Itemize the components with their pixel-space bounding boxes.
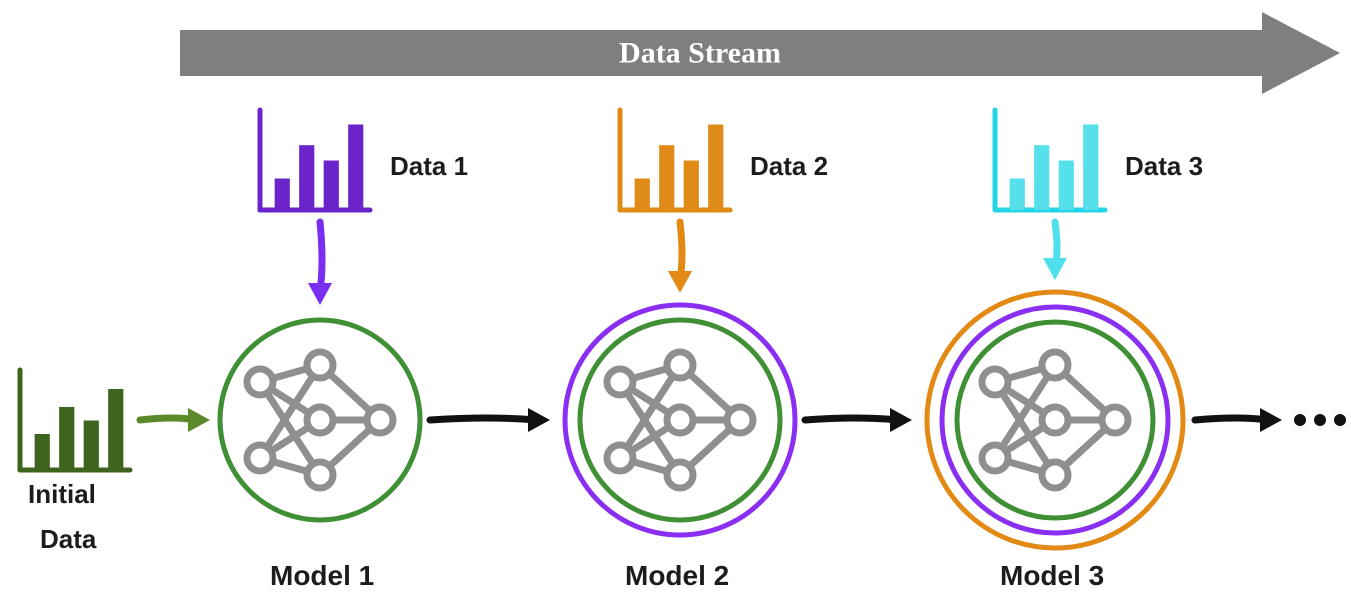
diagram-root: Data Stream Initial Data Data 1 Data 2 Data … (0, 0, 1351, 605)
initial-data-chart-icon (20, 370, 130, 470)
data-1-down-arrow (308, 222, 332, 305)
model-1-label: Model 1 (270, 560, 374, 592)
pipe-arrow-1 (430, 408, 550, 432)
initial-to-model1-arrow (140, 408, 210, 432)
model-2-nn-icon (607, 352, 753, 488)
ellipsis-icon (1294, 414, 1346, 426)
model-2-label: Model 2 (625, 560, 729, 592)
data-2-down-arrow (668, 222, 692, 293)
initial-data-label-2: Data (40, 524, 96, 555)
data-3-down-arrow (1043, 222, 1067, 280)
model-1-nn-icon (247, 352, 393, 488)
data-3-label: Data 3 (1125, 151, 1203, 182)
data-1-chart-icon (260, 110, 370, 210)
pipe-arrow-2 (805, 408, 912, 432)
data-2-chart-icon (620, 110, 730, 210)
diagram-svg: Data Stream (0, 0, 1351, 605)
data-stream-label: Data Stream (619, 37, 781, 70)
pipe-arrow-3 (1195, 408, 1282, 432)
model-3-nn-icon (982, 352, 1128, 488)
data-1-label: Data 1 (390, 151, 468, 182)
model-3-label: Model 3 (1000, 560, 1104, 592)
data-2-label: Data 2 (750, 151, 828, 182)
initial-data-label-1: Initial (28, 479, 96, 510)
data-3-chart-icon (995, 110, 1105, 210)
